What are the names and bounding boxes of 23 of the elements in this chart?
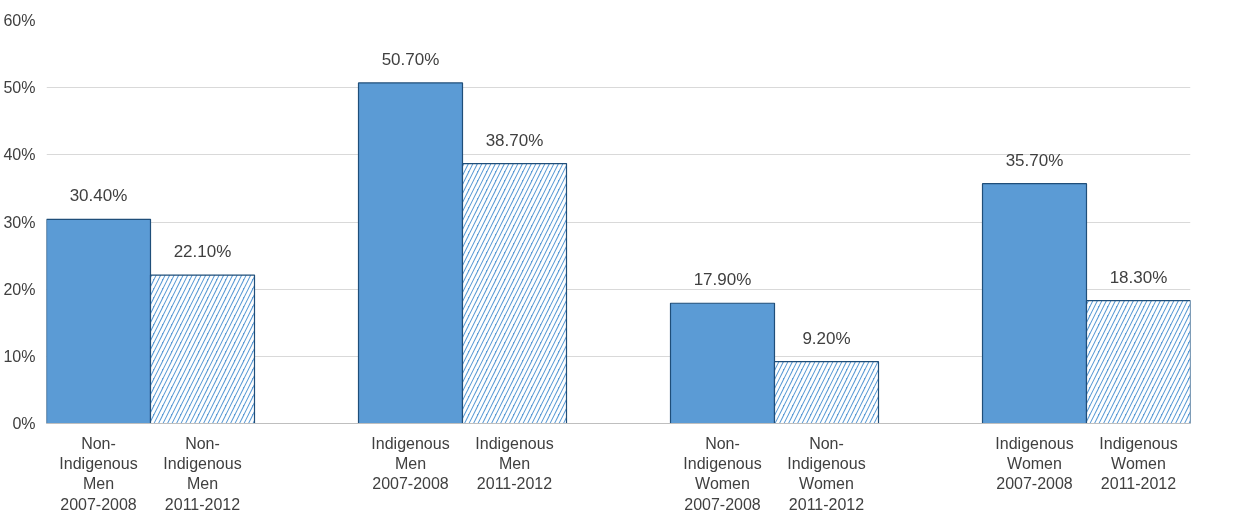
data-label: 18.30% xyxy=(1109,267,1168,287)
data-label: 17.90% xyxy=(693,270,752,290)
y-tick-label: 20% xyxy=(3,280,36,298)
y-tick-label: 0% xyxy=(12,415,36,432)
x-tick-label: Indigenous Men 2011-2012 xyxy=(475,434,554,493)
x-tick-label: Indigenous Men 2007-2008 xyxy=(371,434,450,493)
data-label: 30.40% xyxy=(69,186,128,206)
x-tick-label: Non- Indigenous Men 2007-2008 xyxy=(59,434,138,513)
x-tick-label: Non- Indigenous Men 2011-2012 xyxy=(163,434,242,513)
y-tick-label: 30% xyxy=(3,213,36,231)
data-label: 35.70% xyxy=(1005,150,1064,170)
y-tick-label: 50% xyxy=(3,79,36,97)
y-tick-label: 40% xyxy=(3,146,36,164)
data-label: 38.70% xyxy=(485,130,544,150)
x-tick-label: Non- Indigenous Women 2007-2008 xyxy=(683,434,762,513)
y-tick-label: 10% xyxy=(3,347,36,365)
data-label: 9.20% xyxy=(802,328,851,348)
y-tick-label: 60% xyxy=(3,12,36,29)
x-tick-label: Indigenous Women 2011-2012 xyxy=(1099,434,1178,493)
x-tick-label: Indigenous Women 2007-2008 xyxy=(995,434,1074,493)
data-label: 50.70% xyxy=(381,49,440,69)
data-label: 22.10% xyxy=(173,242,232,262)
x-tick-label: Non- Indigenous Women 2011-2012 xyxy=(787,434,866,513)
